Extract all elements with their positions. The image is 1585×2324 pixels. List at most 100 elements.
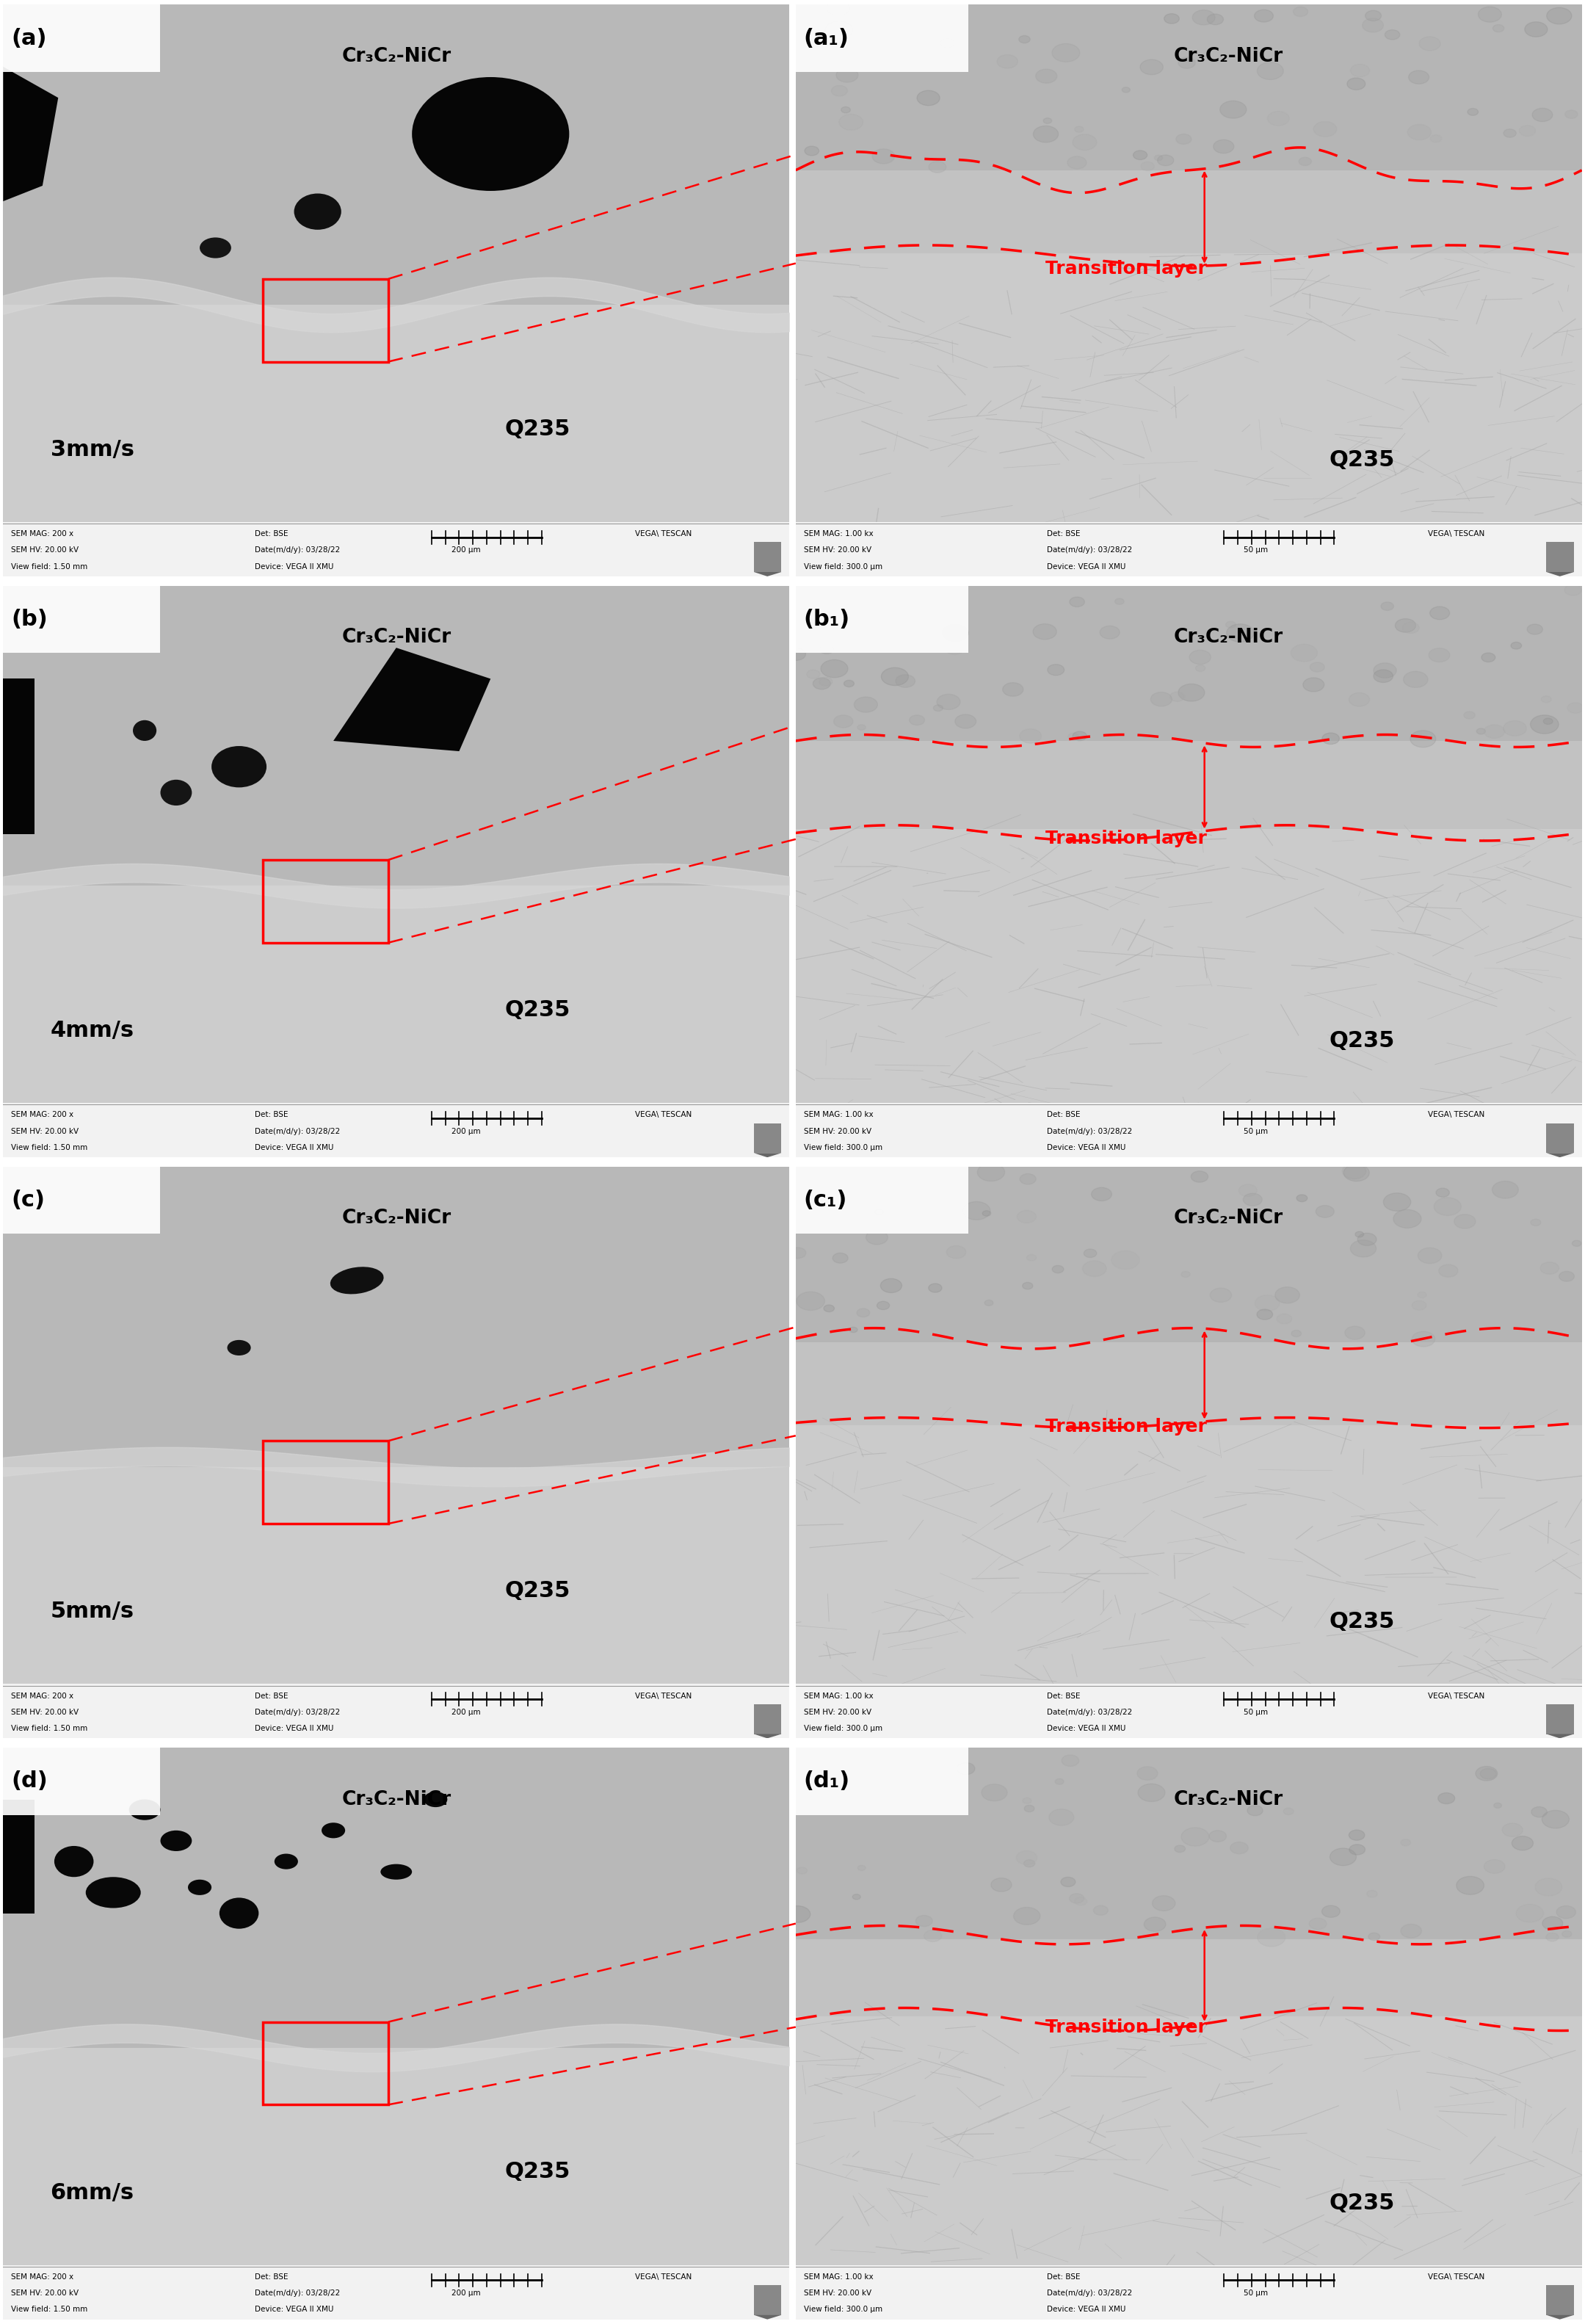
Bar xyxy=(754,541,781,572)
Circle shape xyxy=(1062,1755,1079,1766)
Circle shape xyxy=(1453,1215,1476,1229)
Circle shape xyxy=(1482,653,1495,662)
Circle shape xyxy=(1545,1934,1558,1941)
Text: Q235: Q235 xyxy=(1328,1611,1395,1631)
Circle shape xyxy=(1479,7,1501,23)
Text: (c₁): (c₁) xyxy=(804,1190,846,1211)
Circle shape xyxy=(997,56,1018,67)
Circle shape xyxy=(1192,9,1216,26)
Circle shape xyxy=(1178,58,1195,67)
Circle shape xyxy=(991,1878,1011,1892)
Text: Cr₃C₂-NiCr: Cr₃C₂-NiCr xyxy=(1173,1208,1282,1227)
Circle shape xyxy=(1257,1929,1285,1948)
Circle shape xyxy=(1457,1875,1484,1894)
Text: View field: 1.50 mm: View field: 1.50 mm xyxy=(11,1724,87,1731)
Bar xyxy=(3,1167,789,1466)
Text: Device: VEGA II XMU: Device: VEGA II XMU xyxy=(1048,1724,1125,1731)
Text: View field: 300.0 μm: View field: 300.0 μm xyxy=(804,2305,883,2312)
Bar xyxy=(796,5,1582,170)
Circle shape xyxy=(1303,679,1323,693)
Text: 200 μm: 200 μm xyxy=(452,1127,480,1134)
Circle shape xyxy=(1484,1859,1504,1873)
Circle shape xyxy=(837,67,857,81)
Text: View field: 1.50 mm: View field: 1.50 mm xyxy=(11,562,87,569)
Circle shape xyxy=(1503,1824,1523,1836)
Circle shape xyxy=(910,716,924,725)
Circle shape xyxy=(1541,1262,1560,1274)
Circle shape xyxy=(1157,156,1174,165)
Circle shape xyxy=(1070,1894,1084,1903)
Circle shape xyxy=(1022,1799,1032,1803)
Circle shape xyxy=(1133,151,1148,160)
Circle shape xyxy=(854,697,878,713)
Circle shape xyxy=(1033,125,1059,142)
Text: Transition layer: Transition layer xyxy=(1045,260,1206,277)
Text: Device: VEGA II XMU: Device: VEGA II XMU xyxy=(255,1724,333,1731)
Circle shape xyxy=(805,1792,815,1799)
Circle shape xyxy=(1208,14,1224,26)
Circle shape xyxy=(1439,1264,1458,1278)
Circle shape xyxy=(1290,644,1317,662)
Circle shape xyxy=(1052,1267,1064,1274)
Text: 4mm/s: 4mm/s xyxy=(51,1020,135,1041)
Circle shape xyxy=(1477,727,1485,734)
Text: Q235: Q235 xyxy=(1328,449,1395,469)
Circle shape xyxy=(946,1783,959,1789)
Bar xyxy=(754,2284,781,2315)
Bar xyxy=(3,1799,35,1913)
Circle shape xyxy=(1189,651,1211,665)
Circle shape xyxy=(1022,1283,1033,1290)
Circle shape xyxy=(1257,1308,1273,1320)
Circle shape xyxy=(1347,79,1365,91)
Text: Q235: Q235 xyxy=(1328,1030,1395,1050)
Ellipse shape xyxy=(133,720,157,741)
Circle shape xyxy=(1084,1248,1097,1257)
Circle shape xyxy=(1114,597,1124,604)
Text: 3mm/s: 3mm/s xyxy=(51,439,135,460)
Circle shape xyxy=(1438,1792,1455,1803)
Circle shape xyxy=(1385,30,1400,40)
Bar xyxy=(796,741,1582,830)
Circle shape xyxy=(1174,1845,1186,1852)
Circle shape xyxy=(896,7,924,26)
Text: Det: BSE: Det: BSE xyxy=(1048,1692,1081,1699)
Circle shape xyxy=(1491,1181,1518,1199)
Bar xyxy=(3,1748,160,1815)
Text: (a₁): (a₁) xyxy=(804,28,850,49)
Bar xyxy=(796,586,1582,741)
Circle shape xyxy=(1019,1174,1037,1185)
Circle shape xyxy=(1526,625,1542,634)
Circle shape xyxy=(834,716,853,727)
Text: Date(m/d/y): 03/28/22: Date(m/d/y): 03/28/22 xyxy=(255,546,341,553)
Circle shape xyxy=(1309,662,1325,672)
Ellipse shape xyxy=(330,1267,384,1294)
Text: VEGA\ TESCAN: VEGA\ TESCAN xyxy=(1428,1692,1485,1699)
Circle shape xyxy=(1547,7,1572,23)
Circle shape xyxy=(1056,1778,1064,1785)
Circle shape xyxy=(1401,1924,1422,1938)
Circle shape xyxy=(1227,623,1254,641)
Text: SEM HV: 20.00 kV: SEM HV: 20.00 kV xyxy=(804,1127,872,1134)
Circle shape xyxy=(1220,100,1246,119)
Ellipse shape xyxy=(54,1845,94,1878)
Circle shape xyxy=(1366,1889,1377,1896)
Circle shape xyxy=(789,1248,805,1257)
Circle shape xyxy=(1395,618,1415,632)
Bar xyxy=(1547,2284,1574,2315)
Circle shape xyxy=(1476,1766,1498,1780)
Circle shape xyxy=(1141,163,1154,170)
Circle shape xyxy=(929,160,946,172)
Circle shape xyxy=(1564,109,1577,119)
Bar xyxy=(1547,1703,1574,1734)
Circle shape xyxy=(1349,693,1369,706)
Circle shape xyxy=(1100,625,1119,639)
Circle shape xyxy=(1163,14,1179,23)
Text: VEGA\ TESCAN: VEGA\ TESCAN xyxy=(1428,530,1485,537)
Ellipse shape xyxy=(189,1880,211,1894)
Circle shape xyxy=(1572,1241,1582,1246)
Text: Date(m/d/y): 03/28/22: Date(m/d/y): 03/28/22 xyxy=(255,1127,341,1134)
Circle shape xyxy=(1518,125,1536,137)
Circle shape xyxy=(1292,1329,1301,1336)
Circle shape xyxy=(1013,1908,1040,1924)
Text: SEM MAG: 1.00 kx: SEM MAG: 1.00 kx xyxy=(804,1111,873,1118)
